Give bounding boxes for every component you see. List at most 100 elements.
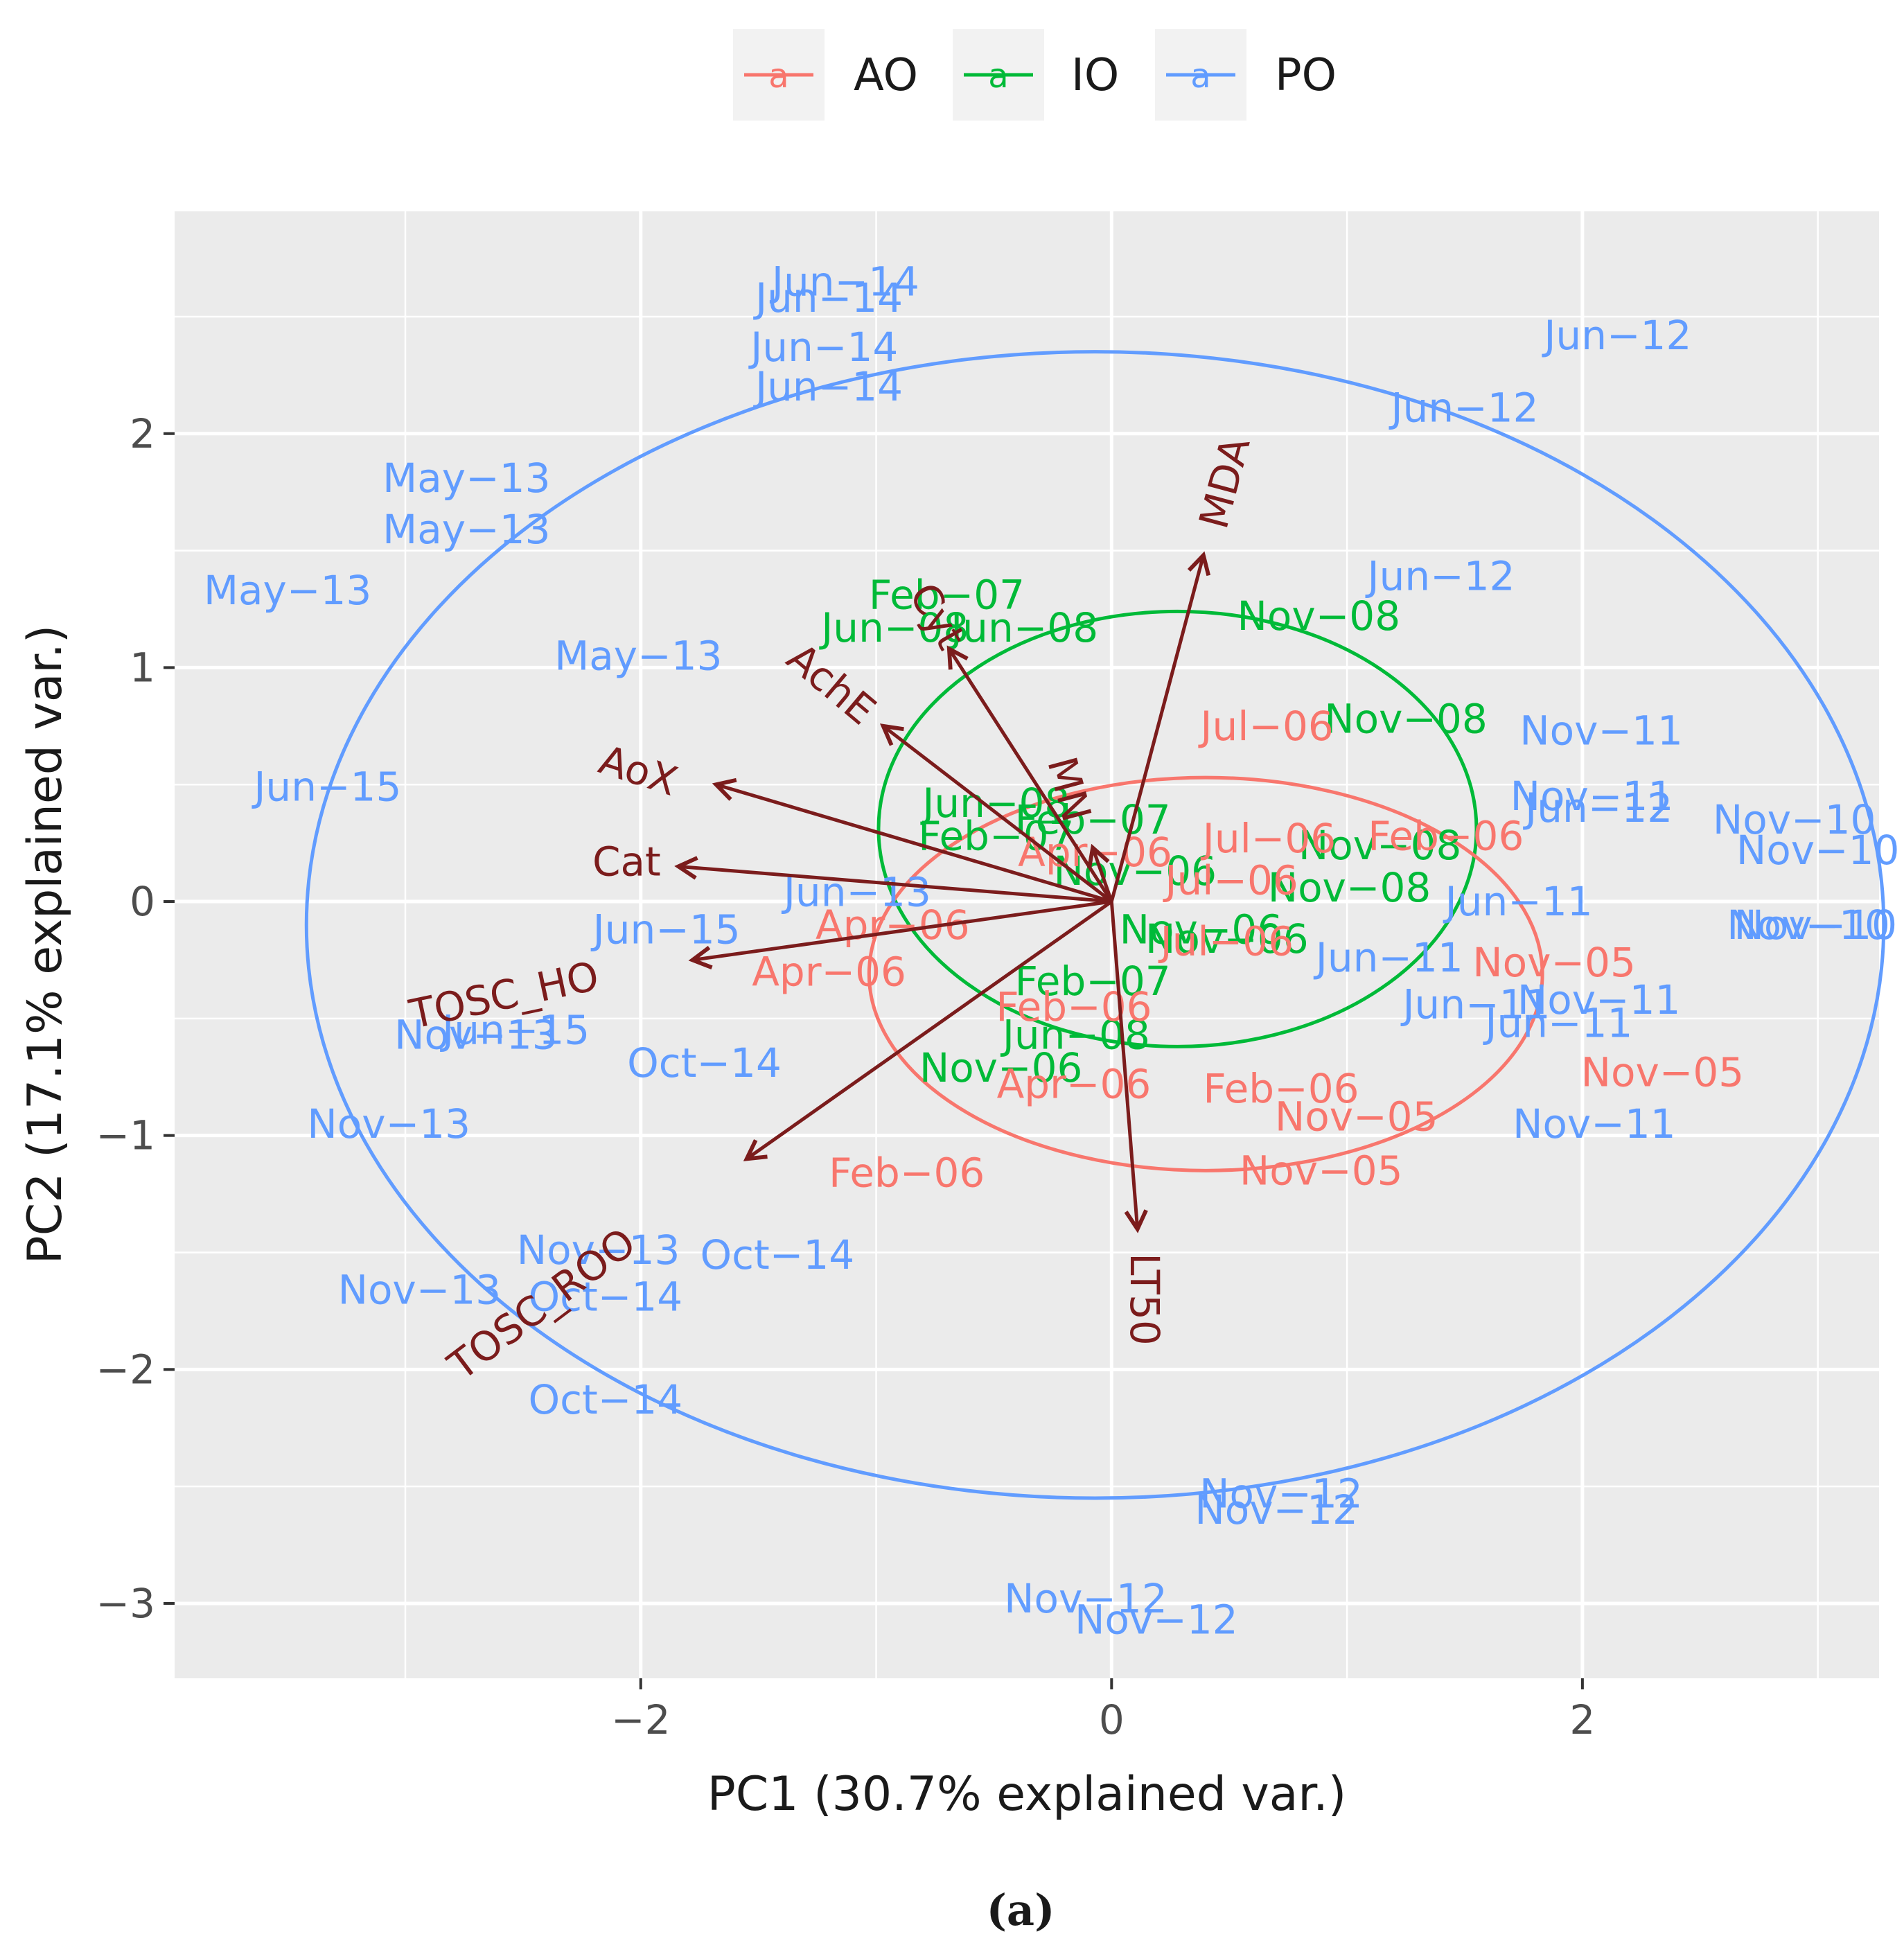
sample-label-ao: Feb−06: [1203, 1065, 1359, 1112]
sample-label-po: Nov−13: [394, 1011, 558, 1058]
sample-label-po: Jun−12: [1365, 553, 1515, 600]
sample-label-ao: Nov−05: [1240, 1147, 1403, 1194]
sample-label-io: Jun−08: [819, 604, 969, 651]
figure-caption: (a): [987, 1885, 1055, 1935]
sample-label-po: Jun−15: [252, 764, 401, 811]
sample-label-io: Nov−06: [1120, 906, 1283, 953]
sample-label-po: Jun−11: [1443, 878, 1593, 925]
sample-label-io: Nov−08: [1237, 592, 1401, 640]
sample-label-io: Jun−08: [920, 780, 1070, 827]
sample-label-po: Jun−15: [440, 1007, 590, 1054]
sample-label-po: Jun−14: [753, 274, 903, 322]
sample-labels: Jun−14Jun−14Jun−14Jun−14Jun−12Jun−12Jun−…: [204, 258, 1900, 1643]
sample-label-io: Jun−08: [949, 604, 1098, 651]
x-tick-label: 2: [1569, 1696, 1595, 1743]
sample-label-po: Oct−14: [528, 1274, 682, 1321]
legend-label-io: IO: [1071, 50, 1119, 101]
sample-label-po: Jun−11: [1400, 981, 1550, 1028]
loading-arrow-tosc_roo: [747, 899, 1113, 1159]
loading-label-cat: Cat: [592, 838, 661, 886]
sample-label-po: Jun−11: [1483, 1000, 1632, 1047]
sample-label-ao: Apr−06: [752, 948, 906, 995]
y-tick-label: 1: [130, 644, 155, 691]
sample-label-po: Nov−10: [1727, 902, 1890, 949]
sample-label-po: May−13: [204, 567, 371, 614]
sample-label-po: Nov−12: [1075, 1597, 1238, 1644]
sample-label-po: Nov−12: [1195, 1486, 1358, 1533]
sample-label-po: Jun−12: [1523, 784, 1673, 832]
sample-label-ao: Jul−06: [1163, 857, 1298, 904]
sample-label-io: Nov−08: [1324, 696, 1488, 743]
loading-arrow-cyt: [949, 649, 1113, 903]
sample-label-ao: Jul−06: [1201, 815, 1336, 862]
sample-label-po: Nov−11: [1513, 1100, 1676, 1148]
sample-label-ao: Jul−06: [1198, 703, 1333, 750]
sample-label-po: Jun−12: [1542, 312, 1691, 359]
sample-label-po: Nov−10: [1736, 827, 1900, 874]
sample-label-po: Oct−14: [627, 1039, 782, 1087]
sample-label-io: Nov−06: [1145, 915, 1309, 962]
sample-label-po: May−13: [554, 633, 722, 680]
ellipse-po: [304, 350, 1886, 1500]
x-tick-label: −2: [611, 1696, 671, 1743]
legend-glyph-ao: a: [768, 57, 788, 96]
x-tick-label: 0: [1099, 1696, 1125, 1743]
y-tick-label: −2: [96, 1346, 156, 1393]
y-axis-title: PC2 (17.1% explained var.): [18, 625, 73, 1265]
loading-arrow-mda: [1109, 555, 1204, 902]
ellipse-io: [876, 609, 1479, 1048]
loading-arrow-mn: [1093, 847, 1113, 902]
sample-label-io: Nov−06: [919, 1044, 1083, 1091]
legend-glyph-io: a: [988, 57, 1008, 96]
sample-label-po: Jun−14: [748, 324, 898, 371]
sample-label-io: Jun−08: [1001, 1011, 1150, 1058]
sample-label-po: Oct−14: [528, 1376, 682, 1423]
sample-label-po: Nov−13: [307, 1100, 470, 1148]
sample-label-io: Feb−07: [1015, 796, 1171, 843]
sample-label-io: Feb−07: [869, 572, 1025, 619]
y-tick-label: −3: [96, 1580, 156, 1627]
sample-label-io: Feb−07: [1015, 958, 1171, 1005]
loading-arrow-ache: [883, 726, 1113, 904]
loading-arrow-tosc_ho: [693, 899, 1112, 960]
sample-label-po: Nov−12: [1004, 1575, 1167, 1622]
sample-label-po: Nov−12: [1199, 1470, 1363, 1517]
y-tick-label: 2: [130, 410, 155, 457]
sample-label-po: Nov−13: [338, 1267, 502, 1314]
confidence-ellipses: [304, 350, 1886, 1500]
loading-arrow-lt50: [1109, 901, 1137, 1229]
y-tick-label: 0: [130, 878, 155, 925]
sample-label-po: Jun−11: [1314, 934, 1463, 981]
legend: a AO a IO a PO: [733, 29, 1337, 121]
sample-label-ao: Feb−06: [1368, 812, 1524, 859]
axes: −2 0 2 −3 −2 −1 0 1 2: [96, 410, 1596, 1743]
sample-label-po: Nov−11: [1517, 976, 1681, 1023]
sample-label-po: Jun−15: [591, 906, 741, 953]
loading-arrow-cat: [678, 866, 1112, 904]
legend-glyph-po: a: [1190, 57, 1210, 96]
sample-label-po: Oct−14: [700, 1231, 854, 1278]
sample-label-po: Jun−14: [753, 363, 903, 410]
sample-label-ao: Nov−05: [1275, 1093, 1438, 1141]
sample-label-po: Nov−11: [1510, 773, 1674, 820]
loading-label-lt50: LT50: [1121, 1253, 1168, 1346]
sample-label-po: May−13: [382, 455, 550, 502]
sample-label-po: Jun−12: [1389, 385, 1538, 432]
sample-label-io: Nov−08: [1268, 864, 1431, 911]
sample-label-io: Nov−08: [1298, 822, 1462, 869]
y-tick-label: −1: [96, 1112, 156, 1159]
sample-label-ao: Feb−06: [996, 983, 1152, 1030]
sample-label-ao: Nov−05: [1472, 939, 1636, 986]
sample-label-po: Jun−14: [770, 258, 919, 305]
sample-label-ao: Feb−06: [829, 1150, 985, 1197]
sample-label-po: Nov−10: [1734, 902, 1897, 949]
sample-label-po: Nov−13: [517, 1226, 680, 1274]
loading-arrow-aox: [716, 784, 1113, 904]
sample-label-po: May−13: [382, 506, 550, 553]
sample-label-ao: Nov−05: [1581, 1049, 1745, 1096]
sample-label-po: Nov−10: [1713, 796, 1876, 843]
sample-label-ao: Jul−06: [1158, 917, 1294, 965]
legend-label-ao: AO: [854, 50, 918, 101]
